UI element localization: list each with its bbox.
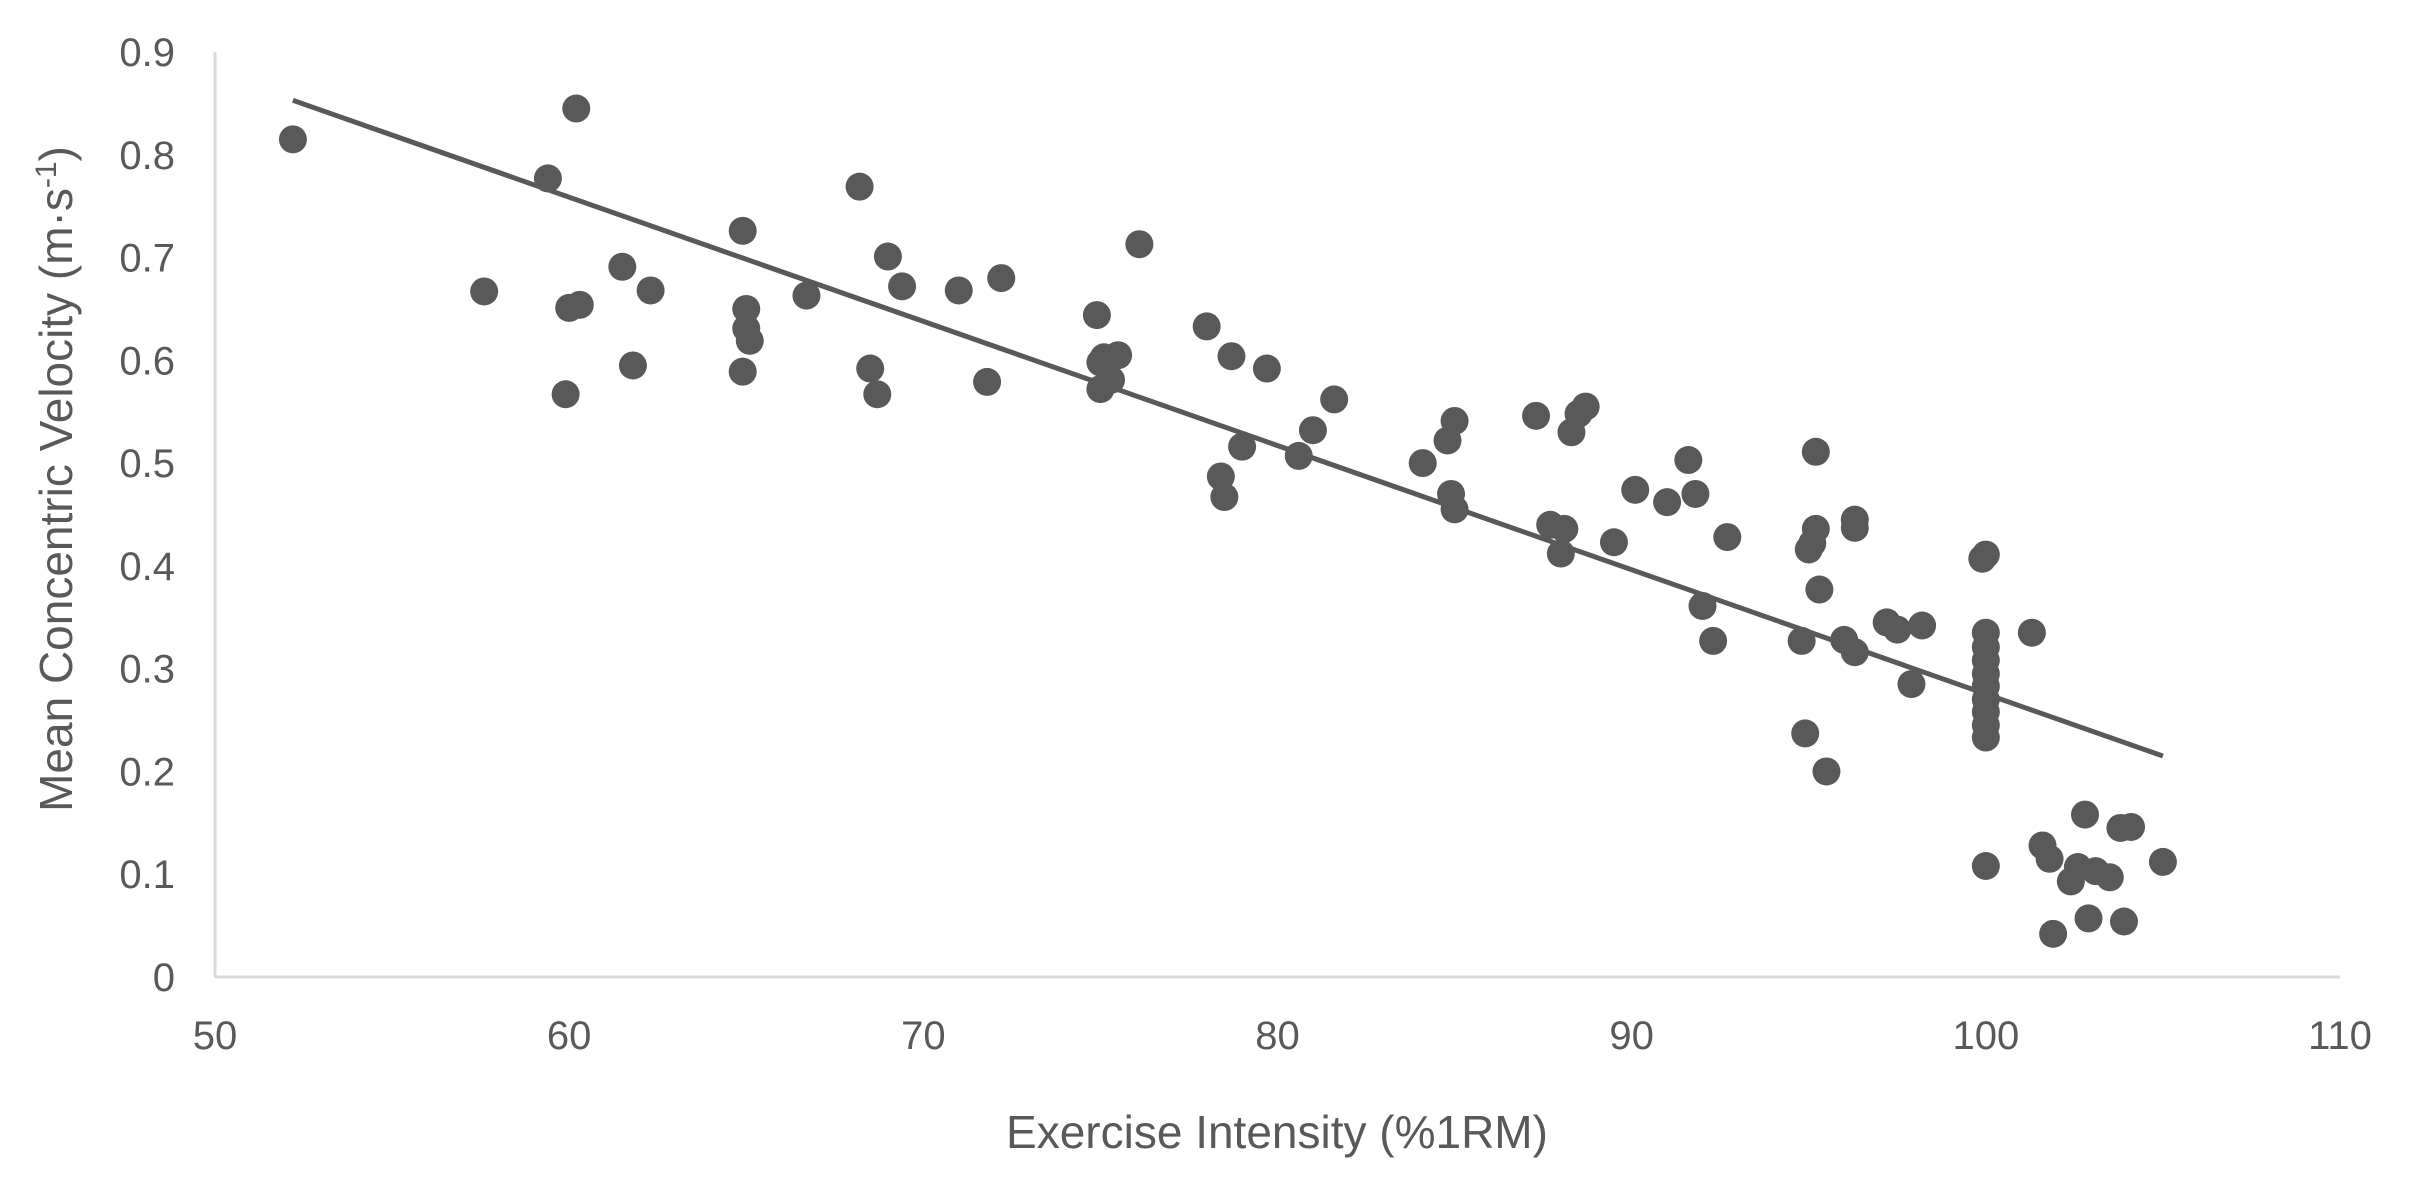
y-axis-title-superscript: -1 bbox=[30, 161, 63, 188]
data-point bbox=[1897, 670, 1926, 699]
data-point bbox=[1320, 385, 1349, 414]
data-point bbox=[1217, 342, 1246, 371]
data-point bbox=[1104, 341, 1133, 370]
x-tick-label: 70 bbox=[901, 1014, 946, 1058]
data-point bbox=[1883, 615, 1912, 644]
y-tick-label: 0.1 bbox=[119, 853, 175, 897]
data-point bbox=[2074, 904, 2103, 933]
y-axis-title-close: ) bbox=[30, 146, 82, 161]
data-point bbox=[1674, 446, 1703, 475]
trendline-group bbox=[292, 97, 2164, 759]
x-tick-label: 90 bbox=[1609, 1014, 1654, 1058]
data-point bbox=[944, 276, 973, 305]
data-point bbox=[1805, 575, 1834, 604]
y-tick-label: 0.2 bbox=[119, 750, 175, 794]
data-point bbox=[551, 380, 580, 409]
data-point bbox=[1440, 406, 1469, 435]
data-point bbox=[1801, 514, 1830, 543]
data-point bbox=[1699, 626, 1728, 655]
data-point bbox=[863, 380, 892, 409]
data-point bbox=[1801, 437, 1830, 466]
data-point bbox=[732, 294, 761, 323]
data-point bbox=[1971, 540, 2000, 569]
data-point bbox=[1653, 488, 1682, 517]
y-axis-title: Mean Concentric Velocity (m·s-1) bbox=[30, 146, 82, 812]
data-point bbox=[1791, 719, 1820, 748]
data-point bbox=[2109, 907, 2138, 936]
x-tick-label: 60 bbox=[547, 1014, 592, 1058]
data-point bbox=[1681, 479, 1710, 508]
data-point bbox=[1522, 401, 1551, 430]
data-point bbox=[470, 277, 499, 306]
data-point bbox=[2071, 800, 2099, 829]
data-point bbox=[2117, 812, 2146, 841]
x-tick-label: 110 bbox=[2308, 1014, 2372, 1058]
data-point bbox=[1840, 505, 1869, 534]
y-tick-label: 0.9 bbox=[119, 31, 175, 75]
data-point bbox=[1252, 354, 1281, 383]
data-point bbox=[1082, 301, 1111, 330]
data-point bbox=[845, 172, 874, 201]
data-point bbox=[1228, 432, 1257, 461]
data-point bbox=[1812, 757, 1841, 786]
data-point bbox=[1125, 230, 1154, 259]
axes bbox=[213, 52, 2340, 979]
data-point bbox=[856, 354, 885, 383]
data-point bbox=[1571, 392, 1600, 421]
data-point bbox=[2148, 847, 2177, 876]
data-point bbox=[278, 125, 307, 154]
data-point bbox=[1621, 475, 1650, 504]
data-point bbox=[1908, 611, 1937, 640]
data-point bbox=[565, 290, 594, 319]
y-tick-label: 0.3 bbox=[119, 648, 175, 692]
x-tick-label: 100 bbox=[1952, 1014, 2019, 1058]
data-point bbox=[608, 252, 637, 281]
y-tick-label: 0.4 bbox=[119, 545, 175, 589]
data-point bbox=[1210, 483, 1239, 512]
y-tick-label: 0.7 bbox=[119, 237, 175, 281]
x-tick-label: 80 bbox=[1255, 1014, 1300, 1058]
data-point bbox=[728, 216, 757, 245]
data-point bbox=[636, 276, 665, 305]
data-point bbox=[618, 351, 647, 380]
data-point bbox=[973, 367, 1002, 396]
data-point bbox=[728, 357, 757, 386]
data-point bbox=[2017, 618, 2046, 647]
data-point bbox=[792, 281, 821, 310]
trendline bbox=[292, 97, 2164, 759]
data-point bbox=[1298, 416, 1327, 445]
data-point bbox=[1599, 528, 1628, 557]
data-point bbox=[873, 242, 902, 271]
x-tick-label: 50 bbox=[193, 1014, 238, 1058]
data-point bbox=[2039, 919, 2068, 948]
y-tick-label: 0.6 bbox=[119, 339, 175, 383]
data-point bbox=[987, 264, 1016, 293]
tick-labels: 50 60 70 80 90 100 110 0 0.1 0.2 0.3 0.4 0.5 0.6 0.7 0.… bbox=[119, 31, 2372, 1058]
data-point bbox=[1550, 514, 1579, 543]
y-axis-title-main: Mean Concentric Velocity (m·s bbox=[30, 188, 82, 812]
data-point bbox=[1971, 723, 2000, 752]
y-tick-label: 0.5 bbox=[119, 442, 175, 486]
data-point bbox=[2095, 863, 2124, 892]
data-point bbox=[735, 326, 764, 355]
y-tick-label: 0.8 bbox=[119, 134, 175, 178]
data-point bbox=[562, 94, 591, 123]
y-tick-label: 0 bbox=[153, 956, 175, 1000]
data-point bbox=[1713, 523, 1742, 552]
x-axis-title: Exercise Intensity (%1RM) bbox=[1006, 1106, 1548, 1158]
data-point bbox=[888, 272, 917, 301]
data-point bbox=[1408, 449, 1437, 478]
data-point bbox=[2035, 844, 2064, 873]
data-point bbox=[1192, 312, 1221, 341]
data-point bbox=[1971, 852, 2000, 880]
